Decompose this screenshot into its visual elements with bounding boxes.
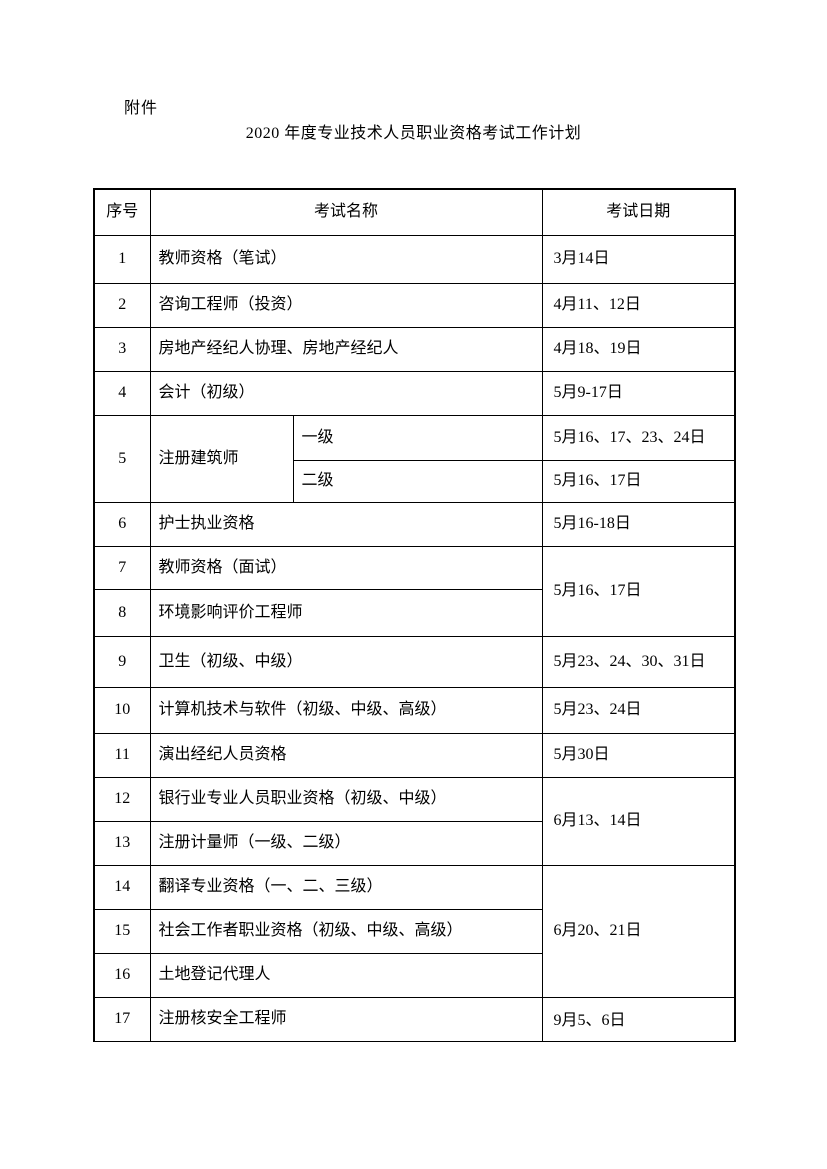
table-row: 2 咨询工程师（投资） 4月11、12日 bbox=[93, 282, 736, 328]
cell-exam-date: 5月30日 bbox=[541, 732, 736, 778]
table-row: 5 注册建筑师 一级 5月16、17、23、24日 bbox=[93, 414, 736, 503]
cell-no: 2 bbox=[93, 282, 151, 328]
cell-exam-date: 6月13、14日 bbox=[541, 776, 736, 866]
cell-exam-date: 4月11、12日 bbox=[541, 282, 736, 328]
cell-exam-date: 5月23、24、30、31日 bbox=[541, 635, 736, 688]
cell-exam-name: 咨询工程师（投资） bbox=[149, 282, 543, 328]
cell-exam-name: 环境影响评价工程师 bbox=[149, 588, 543, 637]
cell-exam-name: 土地登记代理人 bbox=[149, 952, 543, 998]
header-date: 考试日期 bbox=[541, 188, 736, 236]
cell-exam-name: 注册建筑师 bbox=[149, 414, 294, 503]
cell-exam-date: 3月14日 bbox=[541, 234, 736, 284]
cell-no: 16 bbox=[93, 952, 151, 998]
cell-no: 6 bbox=[93, 501, 151, 547]
table-row: 13 注册计量师（一级、二级） bbox=[93, 820, 735, 866]
cell-exam-name: 演出经纪人员资格 bbox=[149, 732, 543, 778]
cell-exam-date-text: 9月5、6日 bbox=[553, 1011, 626, 1029]
table-row: 7 教师资格（面试） 5月16、17日 bbox=[93, 545, 736, 637]
cell-exam-name: 银行业专业人员职业资格（初级、中级） bbox=[149, 776, 543, 822]
cell-exam-date: 4月18、19日 bbox=[541, 326, 736, 372]
cell-exam-date: 5月16-18日 bbox=[541, 501, 736, 547]
exam-schedule-table: 序号 考试名称 考试日期 1 教师资格（笔试） 3月14日 2 咨询工程师（投资… bbox=[93, 188, 737, 1042]
cell-exam-name: 注册计量师（一级、二级） bbox=[149, 820, 543, 866]
cell-exam-name: 房地产经纪人协理、房地产经纪人 bbox=[149, 326, 543, 372]
cell-no: 15 bbox=[93, 908, 151, 954]
table-row: 15 社会工作者职业资格（初级、中级、高级） bbox=[93, 908, 735, 954]
table-row: 1 教师资格（笔试） 3月14日 bbox=[93, 234, 736, 284]
table-row: 9 卫生（初级、中级） 5月23、24、30、31日 bbox=[93, 635, 736, 688]
table-row: 16 土地登记代理人 bbox=[93, 952, 735, 998]
cell-exam-name: 教师资格（面试） bbox=[149, 545, 543, 590]
cell-exam-date: 5月23、24日 bbox=[541, 686, 736, 734]
cell-no: 1 bbox=[93, 234, 151, 284]
cell-exam-date: 5月9-17日 bbox=[541, 370, 736, 416]
table-header-row: 序号 考试名称 考试日期 bbox=[93, 188, 736, 236]
cell-exam-level: 二级 bbox=[292, 459, 543, 503]
cell-exam-name: 卫生（初级、中级） bbox=[149, 635, 543, 688]
cell-no: 14 bbox=[93, 864, 151, 910]
cell-exam-name: 注册核安全工程师 bbox=[149, 996, 543, 1042]
cell-no: 17 bbox=[93, 996, 151, 1042]
cell-exam-name: 计算机技术与软件（初级、中级、高级） bbox=[149, 686, 543, 734]
cell-exam-name: 教师资格（笔试） bbox=[149, 234, 543, 284]
table-row: 11 演出经纪人员资格 5月30日 bbox=[93, 732, 736, 778]
cell-exam-date: 5月16、17、23、24日 bbox=[541, 414, 736, 461]
cell-no: 9 bbox=[93, 635, 151, 688]
cell-exam-date: 6月20、21日 bbox=[541, 864, 736, 998]
table-row: 3 房地产经纪人协理、房地产经纪人 4月18、19日 bbox=[93, 326, 736, 372]
cell-no: 13 bbox=[93, 820, 151, 866]
cell-exam-name: 护士执业资格 bbox=[149, 501, 543, 547]
header-name: 考试名称 bbox=[149, 188, 543, 236]
header-no: 序号 bbox=[93, 188, 151, 236]
cell-no: 10 bbox=[93, 686, 151, 734]
cell-exam-date: 5月16、17日 bbox=[541, 459, 736, 503]
cell-exam-date: 9月5、6日 bbox=[541, 996, 736, 1042]
table-row: 4 会计（初级） 5月9-17日 bbox=[93, 370, 736, 416]
table-row: 12 银行业专业人员职业资格（初级、中级） 6月13、14日 bbox=[93, 776, 736, 866]
cell-no: 3 bbox=[93, 326, 151, 372]
cell-exam-name: 社会工作者职业资格（初级、中级、高级） bbox=[149, 908, 543, 954]
table-row: 17 注册核安全工程师 9月5、6日 bbox=[93, 996, 736, 1042]
cell-exam-name: 会计（初级） bbox=[149, 370, 543, 416]
cell-no: 4 bbox=[93, 370, 151, 416]
cell-no: 12 bbox=[93, 776, 151, 822]
table-row: 6 护士执业资格 5月16-18日 bbox=[93, 501, 736, 547]
cell-no: 8 bbox=[93, 588, 151, 637]
table-row: 二级 5月16、17日 bbox=[94, 459, 736, 503]
cell-exam-level: 一级 bbox=[292, 414, 543, 461]
page-title: 2020 年度专业技术人员职业资格考试工作计划 bbox=[245, 125, 582, 142]
table-row: 14 翻译专业资格（一、二、三级） 6月20、21日 bbox=[93, 864, 736, 998]
attachment-label: 附件 bbox=[124, 100, 159, 117]
cell-exam-name: 翻译专业资格（一、二、三级） bbox=[149, 864, 543, 910]
cell-no: 5 bbox=[93, 414, 151, 503]
table-row: 10 计算机技术与软件（初级、中级、高级） 5月23、24日 bbox=[93, 686, 736, 734]
cell-no: 11 bbox=[93, 732, 151, 778]
cell-exam-date: 5月16、17日 bbox=[541, 545, 736, 637]
cell-no: 7 bbox=[93, 545, 151, 590]
